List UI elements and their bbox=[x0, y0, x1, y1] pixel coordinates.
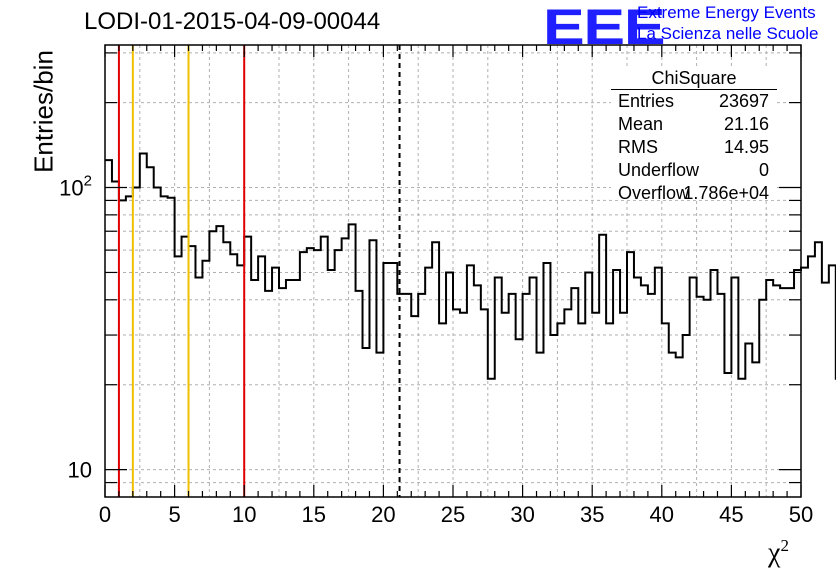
x-tick-label: 10 bbox=[232, 502, 256, 527]
stats-row-mean: Mean 21.16 bbox=[611, 113, 777, 136]
x-tick-label: 30 bbox=[510, 502, 534, 527]
stats-value: 1.786e+04 bbox=[683, 183, 769, 203]
x-tick-label: 20 bbox=[371, 502, 395, 527]
stats-row-rms: RMS 14.95 bbox=[611, 136, 777, 159]
x-tick-label: 15 bbox=[302, 502, 326, 527]
logo-line-2: La Scienza nelle Scuole bbox=[637, 24, 819, 43]
x-axis-label-exponent: 2 bbox=[780, 536, 789, 555]
stats-label: Overflow bbox=[618, 183, 690, 203]
stats-value: 23697 bbox=[718, 91, 769, 111]
stats-row-overflow: Overflow 1.786e+04 bbox=[611, 182, 777, 205]
x-tick-label: 45 bbox=[719, 502, 743, 527]
x-tick-label: 50 bbox=[789, 502, 813, 527]
x-tick-label: 35 bbox=[580, 502, 604, 527]
x-axis-label: χ2 bbox=[768, 536, 789, 569]
stats-label: RMS bbox=[618, 137, 658, 157]
stats-box: ChiSquare Entries 23697 Mean 21.16 RMS 14.9… bbox=[611, 66, 777, 203]
x-tick-label: 40 bbox=[650, 502, 674, 527]
logo-caption: Extreme Energy Events La Scienza nelle S… bbox=[637, 2, 818, 44]
chart-title: LODI-01-2015-04-09-00044 bbox=[84, 8, 381, 35]
x-tick-label: 5 bbox=[168, 502, 180, 527]
y-tick-label: 10 bbox=[68, 458, 92, 483]
x-axis-label-base: χ bbox=[768, 537, 781, 569]
stats-title: ChiSquare bbox=[611, 66, 777, 90]
y-axis-label: Entries/bin bbox=[28, 50, 59, 173]
eee-logo: EEE bbox=[543, 0, 666, 55]
stats-row-entries: Entries 23697 bbox=[611, 90, 777, 113]
stats-label: Underflow bbox=[618, 160, 700, 180]
y-tick-label: 102 bbox=[59, 173, 92, 201]
stats-label: Mean bbox=[618, 114, 664, 134]
stats-value: 21.16 bbox=[723, 114, 769, 134]
stats-value: 0 bbox=[758, 160, 769, 180]
histogram-series bbox=[105, 152, 836, 380]
stats-value: 14.95 bbox=[723, 137, 769, 157]
stats-row-underflow: Underflow 0 bbox=[611, 159, 777, 182]
stats-label: Entries bbox=[618, 91, 675, 111]
logo-line-1: Extreme Energy Events bbox=[637, 3, 816, 22]
x-tick-label: 25 bbox=[441, 502, 465, 527]
x-tick-label: 0 bbox=[99, 502, 111, 527]
